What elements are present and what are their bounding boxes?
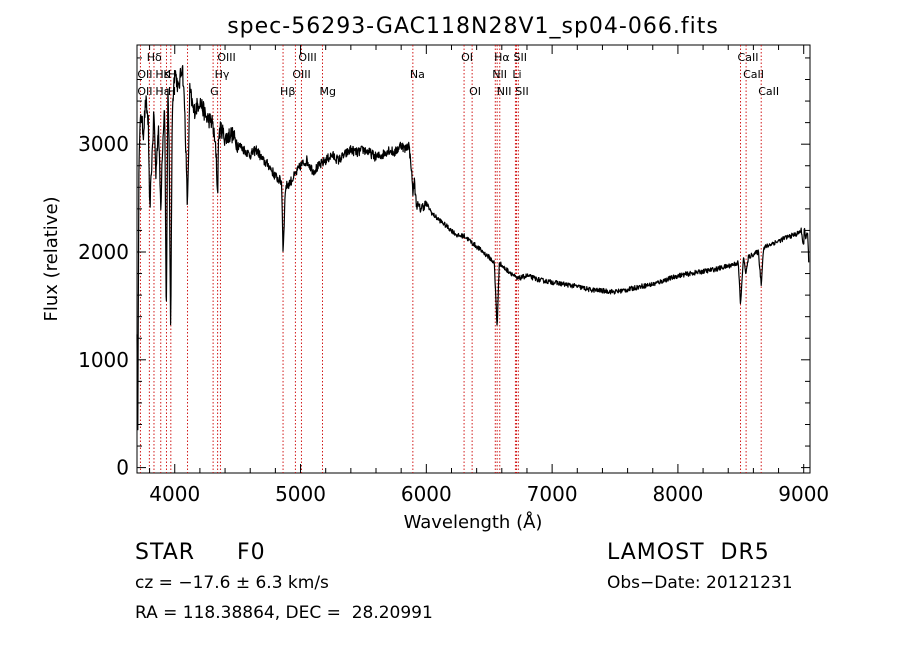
line-label: Hβ [280, 85, 295, 98]
y-axis-label: Flux (relative) [41, 196, 62, 321]
x-tick-label: 7000 [527, 482, 578, 506]
x-tick-label: 4000 [149, 482, 200, 506]
line-label: K [163, 68, 171, 81]
line-label: Mg [320, 85, 336, 98]
axis-ticks: 4000 5000 6000 7000 8000 9000 0 1000 2000 3000 [78, 45, 829, 506]
line-label: CaII [743, 68, 764, 81]
line-label: NII [497, 85, 512, 98]
y-tick-label: 0 [116, 456, 129, 480]
line-markers [139, 45, 762, 473]
x-tick-label: 8000 [652, 482, 703, 506]
line-label: CaII [738, 51, 759, 64]
line-label: Na [410, 68, 425, 81]
line-label: H [168, 68, 176, 81]
line-label: Hα [494, 51, 510, 64]
line-label: OI [469, 85, 481, 98]
plot-frame [136, 44, 811, 474]
line-label: SII [515, 85, 528, 98]
line-label: G [210, 85, 219, 98]
line-label: Hδ [147, 51, 162, 64]
line-label: Hε [155, 85, 169, 98]
line-label: SII [514, 51, 527, 64]
x-tick-label: 9000 [778, 482, 829, 506]
coordinates: RA = 118.38864, DEC = 28.20991 [135, 603, 433, 623]
line-label: Hγ [215, 68, 230, 81]
line-label: OIII [217, 51, 235, 64]
line-label: Li [512, 68, 521, 81]
y-tick-label: 1000 [78, 348, 129, 372]
survey-release: LAMOST DR5 [607, 540, 770, 565]
x-tick-label: 5000 [275, 482, 326, 506]
line-label: CaII [758, 85, 779, 98]
line-label: OI [461, 51, 473, 64]
spectrum-line [136, 65, 810, 431]
line-label: OII [137, 68, 152, 81]
line-label: OIII [298, 51, 316, 64]
line-label: OII [137, 85, 152, 98]
y-tick-label: 2000 [78, 240, 129, 264]
y-tick-label: 3000 [78, 132, 129, 156]
line-label: NII [492, 68, 507, 81]
subclass: F0 [237, 540, 266, 565]
x-axis-label: Wavelength (Å) [404, 511, 543, 533]
object-class: STAR [135, 540, 196, 565]
line-label: H [168, 85, 176, 98]
line-label: OIII [292, 68, 310, 81]
x-tick-label: 6000 [401, 482, 452, 506]
chart-title: spec-56293-GAC118N28V1_sp04-066.fits [227, 14, 719, 39]
line-label: Hε [155, 68, 169, 81]
redshift-cz: cz = −17.6 ± 6.3 km/s [135, 573, 329, 593]
observation-date: Obs−Date: 20121231 [607, 573, 793, 593]
